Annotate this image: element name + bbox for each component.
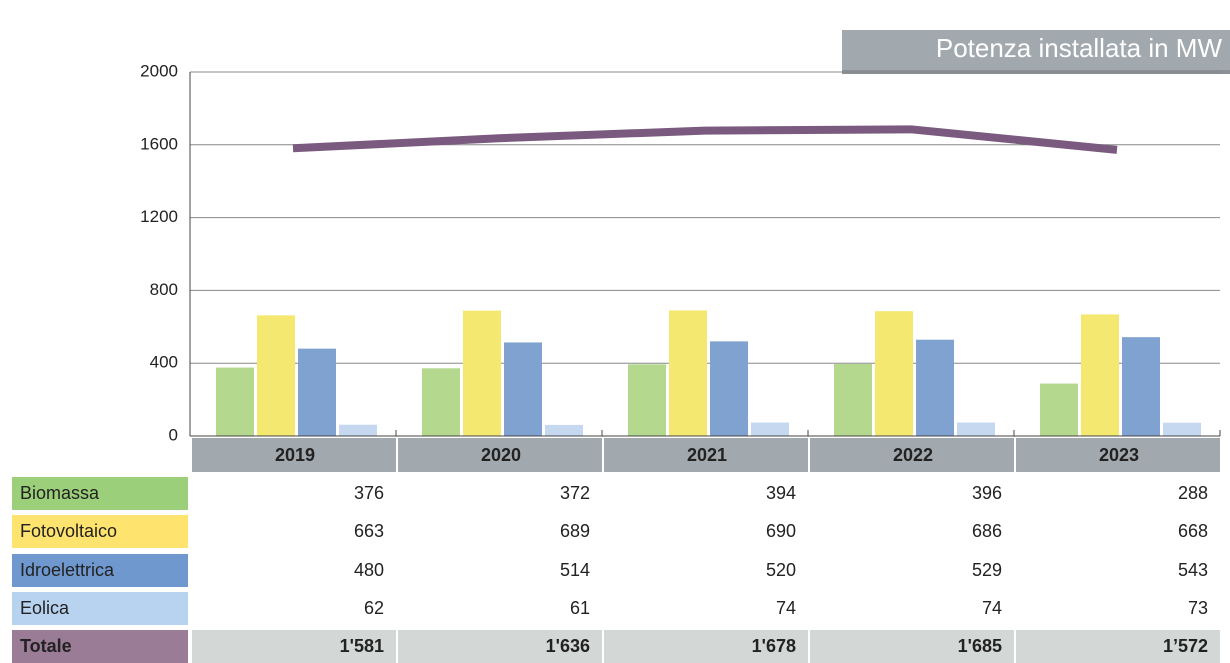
legend-label: Eolica: [20, 598, 70, 618]
table-value: 690: [766, 521, 796, 541]
table-value: 288: [1178, 483, 1208, 503]
table-value: 689: [560, 521, 590, 541]
bar: [545, 424, 583, 436]
table-value: 376: [354, 483, 384, 503]
table-value: 62: [364, 598, 384, 618]
header-cell: [810, 438, 1014, 472]
bar: [957, 422, 995, 436]
header-cell: [192, 438, 396, 472]
header-cell: [1016, 438, 1220, 472]
x-tick-label: 2020: [481, 445, 521, 465]
table-value: 74: [776, 598, 796, 618]
table-value: 1'636: [546, 636, 590, 656]
table-value: 394: [766, 483, 796, 503]
y-tick-label: 2000: [140, 61, 178, 80]
header-cell: [398, 438, 602, 472]
table-value: 480: [354, 560, 384, 580]
table-value: 520: [766, 560, 796, 580]
table-value: 61: [570, 598, 590, 618]
legend-label: Idroelettrica: [20, 560, 115, 580]
table-value: 514: [560, 560, 590, 580]
legend-swatch: [12, 477, 188, 510]
table-value: 73: [1188, 598, 1208, 618]
bar: [463, 310, 501, 436]
x-tick-label: 2022: [893, 445, 933, 465]
bar: [1163, 422, 1201, 436]
title-box: [842, 30, 1230, 70]
chart-title: Potenza installata in MW: [936, 33, 1223, 63]
table-value: 668: [1178, 521, 1208, 541]
total-cell: [192, 630, 396, 663]
table-value: 74: [982, 598, 1002, 618]
bar: [216, 367, 254, 436]
total-line: [292, 125, 1118, 154]
table-value: 372: [560, 483, 590, 503]
x-tick-label: 2019: [275, 445, 315, 465]
table-value: 529: [972, 560, 1002, 580]
legend-swatch: [12, 592, 188, 625]
bar: [710, 341, 748, 436]
legend-label: Fotovoltaico: [20, 521, 117, 541]
x-tick-label: 2023: [1099, 445, 1139, 465]
legend-label: Totale: [20, 636, 72, 656]
legend-swatch: [12, 554, 188, 587]
bar: [1040, 383, 1078, 436]
bar: [628, 364, 666, 436]
table-value: 1'678: [752, 636, 796, 656]
legend-swatch: [12, 515, 188, 548]
header-cell: [604, 438, 808, 472]
y-tick-label: 800: [150, 280, 178, 299]
bar: [1122, 337, 1160, 436]
bar: [298, 348, 336, 436]
bar: [504, 342, 542, 436]
y-tick-label: 400: [150, 353, 178, 372]
bar: [339, 424, 377, 436]
y-tick-label: 1200: [140, 207, 178, 226]
y-tick-label: 0: [169, 425, 178, 444]
bar: [257, 315, 295, 436]
table-value: 1’572: [1163, 636, 1208, 656]
table-value: 686: [972, 521, 1002, 541]
table-value: 1'581: [340, 636, 384, 656]
legend-label: Biomassa: [20, 483, 100, 503]
bar: [669, 310, 707, 436]
bar: [834, 363, 872, 436]
legend-swatch: [12, 630, 188, 663]
bar: [916, 339, 954, 436]
bar: [751, 422, 789, 436]
table-value: 543: [1178, 560, 1208, 580]
bar: [875, 311, 913, 436]
table-value: 1'685: [958, 636, 1002, 656]
total-cell: [398, 630, 602, 663]
bar: [1081, 314, 1119, 436]
x-tick-label: 2021: [687, 445, 727, 465]
table-value: 663: [354, 521, 384, 541]
total-cell: [810, 630, 1014, 663]
total-cell: [604, 630, 808, 663]
total-cell: [1016, 630, 1220, 663]
bar: [422, 368, 460, 436]
y-tick-label: 1600: [140, 134, 178, 153]
table-value: 396: [972, 483, 1002, 503]
